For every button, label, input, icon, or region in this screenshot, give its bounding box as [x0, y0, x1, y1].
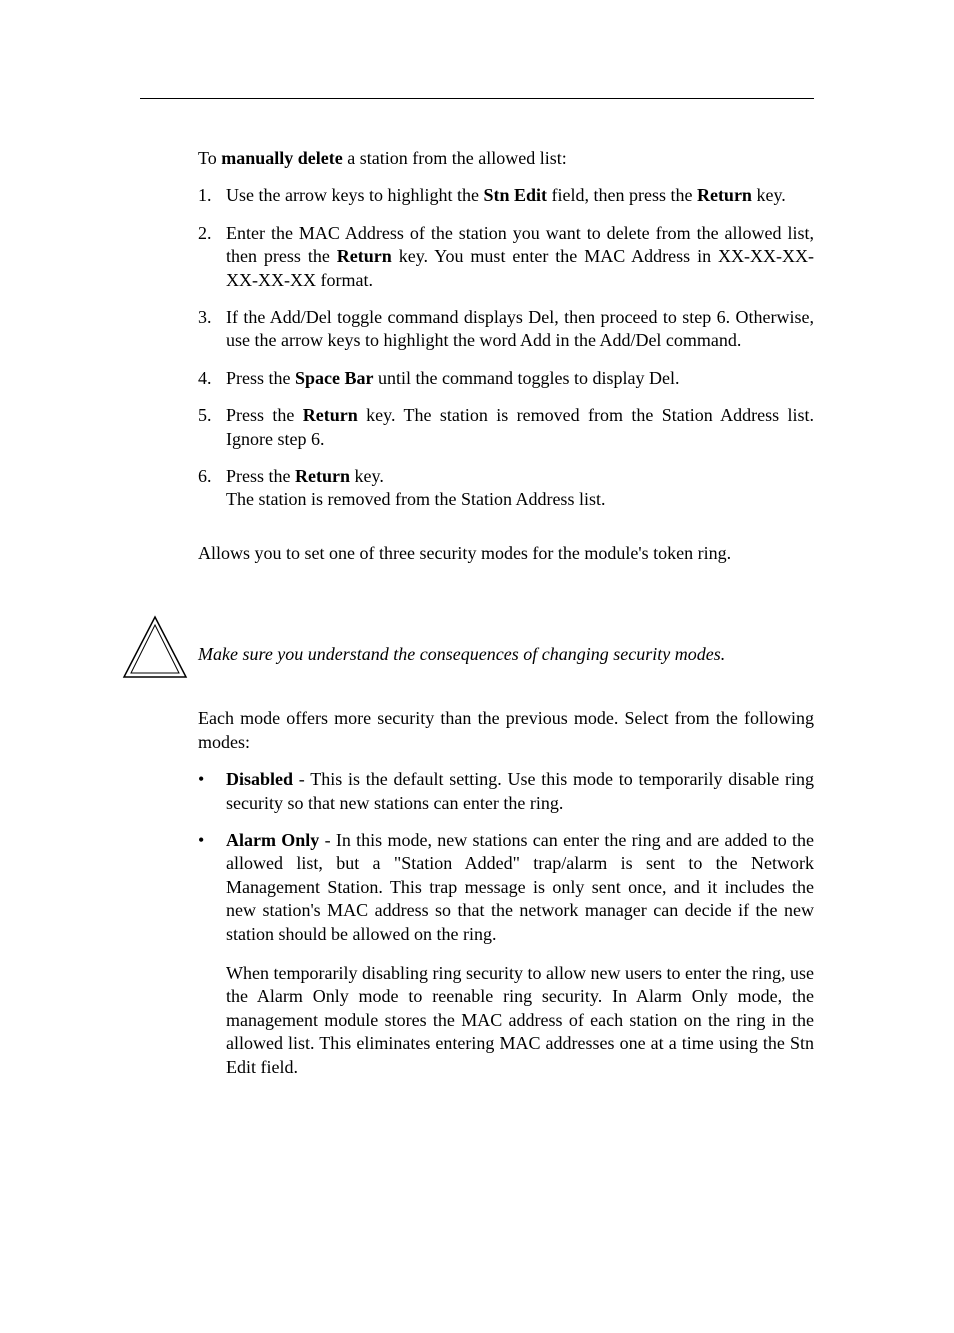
text-bold-run: Alarm Only [226, 830, 319, 850]
intro-paragraph: To manually delete a station from the al… [198, 147, 814, 170]
intro-bold: manually delete [221, 148, 343, 168]
text-run: Press the [226, 405, 303, 425]
text-bold-run: Space Bar [295, 368, 374, 388]
body-content: To manually delete a station from the al… [198, 147, 814, 565]
text-run: The station is removed from the Station … [226, 489, 605, 509]
step-body: Press the Space Bar until the command to… [226, 367, 679, 390]
text-run: Press the [226, 368, 295, 388]
list-step: 2.Enter the MAC Address of the station y… [198, 222, 814, 292]
mode-body: Disabled - This is the default setting. … [226, 768, 814, 815]
list-step: 3.If the Add/Del toggle command displays… [198, 306, 814, 353]
text-run: key. [752, 185, 786, 205]
intro-suffix: a station from the allowed list: [343, 148, 567, 168]
modes-lead: Each mode offers more security than the … [198, 707, 814, 754]
caution-text: Make sure you understand the consequence… [198, 613, 725, 682]
step-number: 3. [198, 306, 226, 353]
mode-extra-paragraph: When temporarily disabling ring security… [226, 962, 814, 1079]
step-number: 5. [198, 404, 226, 451]
step-number: 1. [198, 184, 226, 207]
mode-item: •Alarm Only - In this mode, new stations… [198, 829, 814, 1079]
caution-block: Make sure you understand the consequence… [120, 613, 814, 689]
list-step: 4.Press the Space Bar until the command … [198, 367, 814, 390]
intro-prefix: To [198, 148, 221, 168]
modes-content: Each mode offers more security than the … [198, 707, 814, 1078]
caution-triangle-icon [120, 613, 190, 689]
text-bold-run: Disabled [226, 769, 293, 789]
text-bold-run: Return [303, 405, 358, 425]
list-step: 5.Press the Return key. The station is r… [198, 404, 814, 451]
bullet-icon: • [198, 829, 226, 946]
step-number: 6. [198, 465, 226, 512]
step-body: Use the arrow keys to highlight the Stn … [226, 184, 786, 207]
modes-intro: Allows you to set one of three security … [198, 542, 814, 565]
text-run: until the command toggles to display Del… [374, 368, 680, 388]
list-step: 6.Press the Return key. The station is re… [198, 465, 814, 512]
text-run: - This is the default setting. Use this … [226, 769, 814, 812]
numbered-steps: 1.Use the arrow keys to highlight the St… [198, 184, 814, 511]
header-rule [140, 98, 814, 99]
step-number: 2. [198, 222, 226, 292]
step-body: Enter the MAC Address of the station you… [226, 222, 814, 292]
step-body: Press the Return key. The station is remo… [226, 465, 605, 512]
list-step: 1.Use the arrow keys to highlight the St… [198, 184, 814, 207]
text-run: field, then press the [547, 185, 697, 205]
mode-body: Alarm Only - In this mode, new stations … [226, 829, 814, 946]
text-run: key. [350, 466, 384, 486]
text-bold-run: Return [697, 185, 752, 205]
bulleted-modes: •Disabled - This is the default setting.… [198, 768, 814, 1079]
step-body: If the Add/Del toggle command displays D… [226, 306, 814, 353]
text-run: If the Add/Del toggle command displays D… [226, 307, 814, 350]
step-body: Press the Return key. The station is rem… [226, 404, 814, 451]
text-bold-run: Return [295, 466, 350, 486]
text-bold-run: Stn Edit [483, 185, 547, 205]
text-run: Press the [226, 466, 295, 486]
mode-item: •Disabled - This is the default setting.… [198, 768, 814, 815]
bullet-icon: • [198, 768, 226, 815]
text-run: Use the arrow keys to highlight the [226, 185, 483, 205]
text-bold-run: Return [337, 246, 392, 266]
step-number: 4. [198, 367, 226, 390]
